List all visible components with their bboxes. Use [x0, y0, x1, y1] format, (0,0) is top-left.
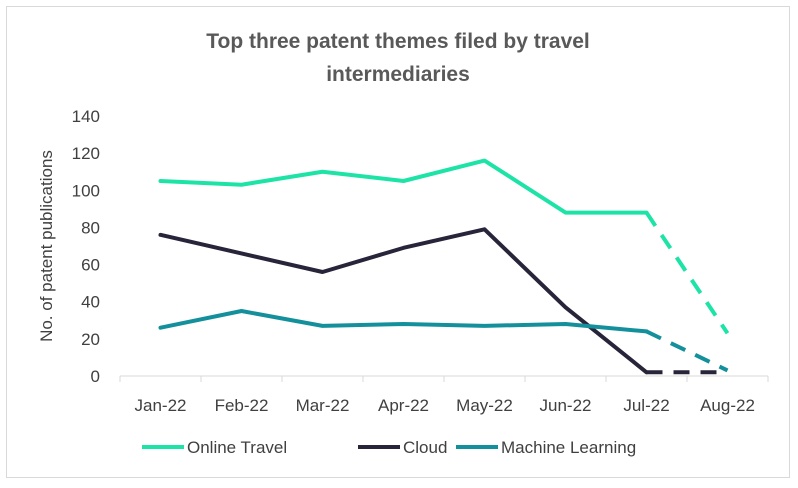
chart-title-line-1: Top three patent themes filed by travel: [206, 30, 590, 53]
y-axis-title: No. of patent publications: [37, 150, 56, 342]
x-tick-label: Feb-22: [215, 396, 269, 415]
series-lines: [158, 158, 730, 375]
chart-title-line-2: intermediaries: [326, 63, 470, 86]
x-tick-label: Jun-22: [540, 396, 592, 415]
series-online-travel: [158, 158, 730, 335]
x-tick-label: Apr-22: [378, 396, 429, 415]
chart-frame: [6, 6, 790, 478]
series-line-solid: [158, 158, 649, 215]
series-line-forecast: [645, 329, 729, 373]
y-tick-label: 20: [81, 330, 100, 349]
x-tick-label: Aug-22: [700, 396, 755, 415]
legend-label: Cloud: [403, 438, 447, 457]
legend: Online Travel Cloud Machine Learning: [142, 438, 636, 457]
series-line-forecast: [644, 211, 730, 335]
y-tick-label: 60: [81, 256, 100, 275]
legend-item: Cloud: [358, 438, 447, 457]
series-line-solid: [158, 227, 649, 375]
series-line-solid: [158, 309, 649, 334]
legend-label: Machine Learning: [501, 438, 636, 457]
y-tick-label: 40: [81, 293, 100, 312]
y-tick-label: 80: [81, 218, 100, 237]
y-tick-label: 120: [72, 144, 100, 163]
x-tick-label: Mar-22: [296, 396, 350, 415]
y-tick-label: 100: [72, 181, 100, 200]
x-axis: Jan-22 Feb-22 Mar-22 Apr-22 May-22 Jun-22 Jul-…: [119, 375, 769, 415]
x-tick-label: Jul-22: [623, 396, 669, 415]
legend-item: Machine Learning: [456, 438, 636, 457]
x-tick-label: May-22: [456, 396, 513, 415]
series-cloud: [158, 227, 728, 375]
y-axis-ticks: 0 20 40 60 80 100 120 140: [72, 107, 100, 386]
x-tick-label: Jan-22: [135, 396, 187, 415]
series-machine-learning: [158, 309, 729, 373]
legend-label: Online Travel: [187, 438, 287, 457]
chart-title: Top three patent themes filed by travel …: [206, 30, 590, 86]
y-tick-label: 0: [91, 367, 100, 386]
legend-item: Online Travel: [142, 438, 287, 457]
y-tick-label: 140: [72, 107, 100, 126]
